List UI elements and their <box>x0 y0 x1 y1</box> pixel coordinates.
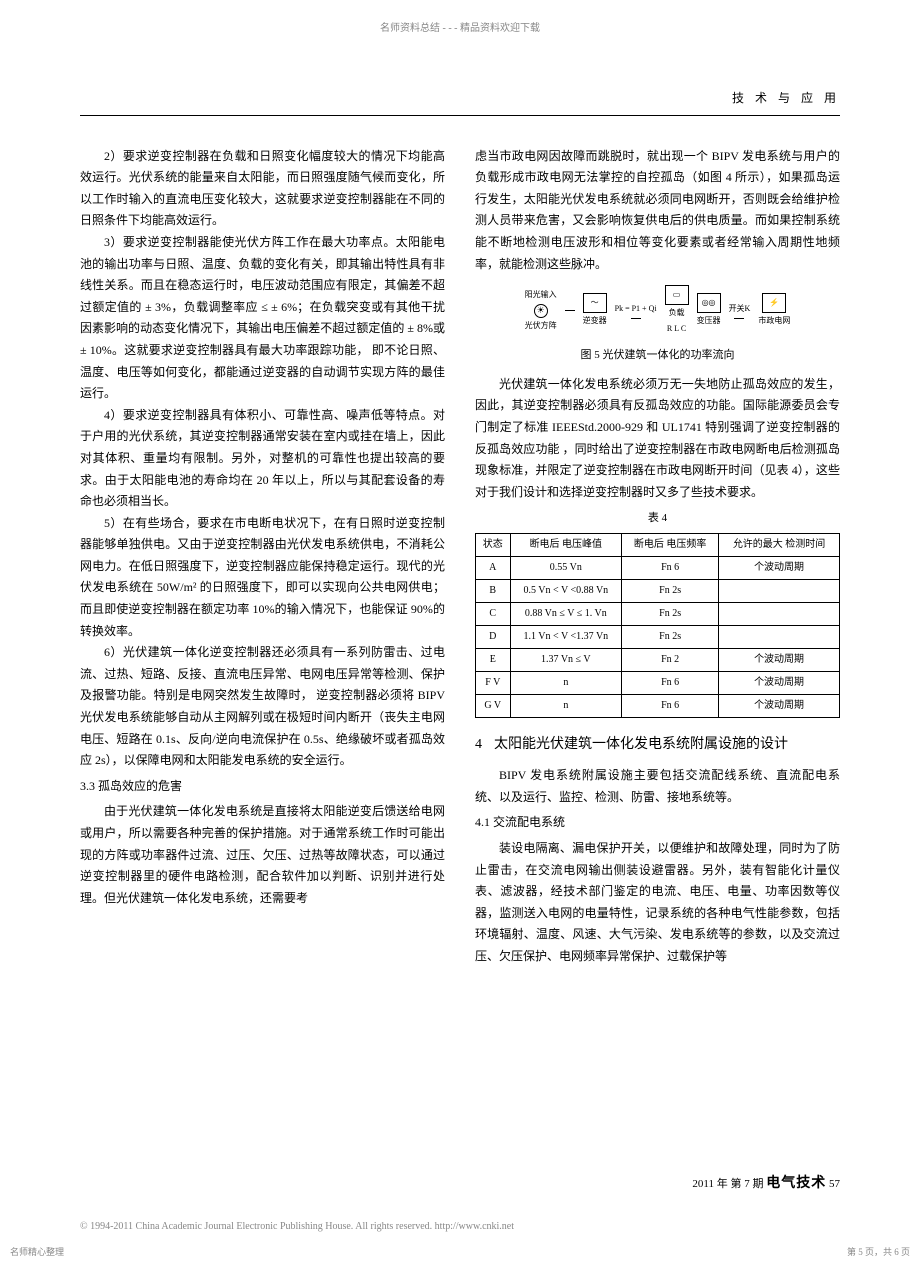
table-cell: Fn 6 <box>622 557 719 580</box>
load-box: ▭ <box>665 285 689 305</box>
table-cell: n <box>510 695 622 718</box>
figure-5-schematic: 阳光输入 ☀ 光伏方阵 〜 逆变器 Pk = P1 + Qi ▭ 负载 R L … <box>475 285 840 336</box>
corner-left: 名师精心整理 <box>10 1244 64 1260</box>
connector-line <box>565 310 575 311</box>
table-header-cell: 允许的最大 检测时间 <box>719 534 840 557</box>
paragraph-anti-islanding: 光伏建筑一体化发电系统必须万无一失地防止孤岛效应的发生， 因此，其逆变控制器必须… <box>475 374 840 504</box>
table-4-caption: 表 4 <box>475 509 840 529</box>
table-cell: B <box>476 580 511 603</box>
copyright-line: © 1994-2011 China Academic Journal Elect… <box>80 1218 514 1236</box>
rlc-label: R L C <box>667 322 686 336</box>
table-row: D1.1 Vn < V <1.37 VnFn 2s <box>476 626 840 649</box>
table-cell: 个波动周期 <box>719 649 840 672</box>
table-row: F VnFn 6个波动周期 <box>476 672 840 695</box>
table-cell: 1.1 Vn < V <1.37 Vn <box>510 626 622 649</box>
inverter-label: 逆变器 <box>583 314 607 328</box>
connector-line <box>631 318 641 319</box>
two-column-layout: 2）要求逆变控制器在负载和日照变化幅度较大的情况下均能高效运行。光伏系统的能量来… <box>80 146 840 968</box>
table-cell: 个波动周期 <box>719 695 840 718</box>
section-header: 技 术 与 应 用 <box>80 88 840 116</box>
page-number: 57 <box>829 1178 840 1190</box>
inverter-box: 〜 <box>583 293 607 313</box>
load-label: 负载 <box>669 306 685 320</box>
table-cell: E <box>476 649 511 672</box>
table-header-cell: 断电后 电压频率 <box>622 534 719 557</box>
table-cell: 0.5 Vn < V <0.88 Vn <box>510 580 622 603</box>
paragraph-sec4-intro: BIPV 发电系统附属设施主要包括交流配线系统、直流配电系统、以及运行、监控、检… <box>475 765 840 808</box>
table-row: G VnFn 6个波动周期 <box>476 695 840 718</box>
table-cell: D <box>476 626 511 649</box>
pv-label: 光伏方阵 <box>525 319 557 333</box>
subsection-4-1-heading: 4.1 交流配电系统 <box>475 812 840 834</box>
connector-line <box>734 318 744 319</box>
table-cell: Fn 6 <box>622 695 719 718</box>
transformer-box: ◎◎ <box>697 293 721 313</box>
paragraph-4-1-body: 装设电隔离、漏电保护开关，以便维护和故障处理，同时为了防止雷击，在交流电网输出侧… <box>475 838 840 968</box>
paragraph-item-5: 5）在有些场合，要求在市电断电状况下，在有日照时逆变控制器能够单独供电。又由于逆… <box>80 513 445 643</box>
table-header-cell: 断电后 电压峰值 <box>510 534 622 557</box>
section-4-heading: 4 太阳能光伏建筑一体化发电系统附属设施的设计 <box>475 732 840 757</box>
left-column: 2）要求逆变控制器在负载和日照变化幅度较大的情况下均能高效运行。光伏系统的能量来… <box>80 146 445 968</box>
table-cell: Fn 2s <box>622 580 719 603</box>
table-header-row: 状态 断电后 电压峰值 断电后 电压频率 允许的最大 检测时间 <box>476 534 840 557</box>
table-row: E1.37 Vn ≤ VFn 2个波动周期 <box>476 649 840 672</box>
sun-label: 阳光输入 <box>525 288 557 302</box>
table-cell: Fn 2s <box>622 603 719 626</box>
table-cell: n <box>510 672 622 695</box>
table-cell: F V <box>476 672 511 695</box>
table-cell: 1.37 Vn ≤ V <box>510 649 622 672</box>
switch-label: 开关K <box>729 302 751 316</box>
bottom-corners: 名师精心整理 第 5 页，共 6 页 <box>0 1244 920 1260</box>
paragraph-3-3-body: 由于光伏建筑一体化发电系统是直接将太阳能逆变后馈送给电网或用户，所以需要各种完善… <box>80 801 445 909</box>
table-header-cell: 状态 <box>476 534 511 557</box>
page-footer: 2011 年 第 7 期 电气技术 57 <box>692 1171 840 1196</box>
paragraph-item-3: 3）要求逆变控制器能使光伏方阵工作在最大功率点。太阳能电池的输出功率与日照、温度… <box>80 232 445 405</box>
table-cell: 0.55 Vn <box>510 557 622 580</box>
table-cell: 个波动周期 <box>719 557 840 580</box>
subsection-3-3-heading: 3.3 孤岛效应的危害 <box>80 776 445 798</box>
table-row: A0.55 VnFn 6个波动周期 <box>476 557 840 580</box>
table-cell: 0.88 Vn ≤ V ≤ 1. Vn <box>510 603 622 626</box>
issue-info: 2011 年 第 7 期 <box>692 1178 763 1190</box>
paragraph-item-6: 6）光伏建筑一体化逆变控制器还必须具有一系列防雷击、过电流、过热、短路、反接、直… <box>80 642 445 772</box>
table-4: 状态 断电后 电压峰值 断电后 电压频率 允许的最大 检测时间 A0.55 Vn… <box>475 533 840 718</box>
corner-right: 第 5 页，共 6 页 <box>847 1244 910 1260</box>
top-banner: 名师资料总结 - - - 精品资料欢迎下载 <box>80 20 840 38</box>
paragraph-item-2: 2）要求逆变控制器在负载和日照变化幅度较大的情况下均能高效运行。光伏系统的能量来… <box>80 146 445 232</box>
paragraph-continuation: 虑当市政电网因故障而跳脱时，就出现一个 BIPV 发电系统与用户的负载形成市政电… <box>475 146 840 276</box>
table-cell: A <box>476 557 511 580</box>
table-cell <box>719 626 840 649</box>
right-column: 虑当市政电网因故障而跳脱时，就出现一个 BIPV 发电系统与用户的负载形成市政电… <box>475 146 840 968</box>
transformer-label: 变压器 <box>697 314 721 328</box>
table-row: B0.5 Vn < V <0.88 VnFn 2s <box>476 580 840 603</box>
sun-icon: ☀ <box>534 304 548 318</box>
section-title: 太阳能光伏建筑一体化发电系统附属设施的设计 <box>494 732 788 757</box>
paragraph-item-4: 4）要求逆变控制器具有体积小、可靠性高、噪声低等特点。对于户用的光伏系统，其逆变… <box>80 405 445 513</box>
grid-box: ⚡ <box>762 293 786 313</box>
pk-label: Pk = P1 + Qi <box>615 302 657 316</box>
table-cell <box>719 603 840 626</box>
table-cell: C <box>476 603 511 626</box>
publication-name: 电气技术 <box>766 1176 826 1191</box>
section-number: 4 <box>475 732 482 757</box>
table-cell: G V <box>476 695 511 718</box>
table-cell: Fn 2 <box>622 649 719 672</box>
table-cell: Fn 6 <box>622 672 719 695</box>
table-cell <box>719 580 840 603</box>
figure-5-caption: 图 5 光伏建筑一体化的功率流向 <box>475 346 840 366</box>
table-row: C0.88 Vn ≤ V ≤ 1. VnFn 2s <box>476 603 840 626</box>
table-cell: 个波动周期 <box>719 672 840 695</box>
grid-label: 市政电网 <box>758 314 790 328</box>
table-cell: Fn 2s <box>622 626 719 649</box>
